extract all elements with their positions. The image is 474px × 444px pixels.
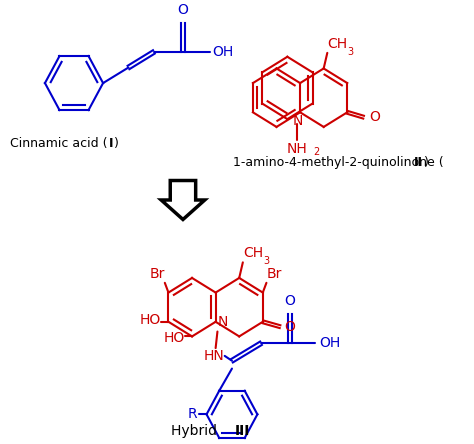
Text: O: O xyxy=(178,3,188,17)
Text: NH: NH xyxy=(287,142,308,155)
Text: Cinnamic acid (: Cinnamic acid ( xyxy=(10,137,108,150)
Text: 1-amino-4-methyl-2-quinolinone (: 1-amino-4-methyl-2-quinolinone ( xyxy=(233,156,444,169)
Text: 3: 3 xyxy=(347,47,354,57)
Text: O: O xyxy=(369,110,380,124)
Text: HO: HO xyxy=(140,313,161,327)
Text: ): ) xyxy=(114,137,119,150)
Text: OH: OH xyxy=(212,45,233,59)
Text: O: O xyxy=(284,320,295,333)
Text: Br: Br xyxy=(149,267,165,281)
Text: ): ) xyxy=(424,156,429,169)
Text: I: I xyxy=(109,137,113,150)
Text: Hybrid: Hybrid xyxy=(172,424,222,438)
Text: R: R xyxy=(188,407,198,421)
Text: CH: CH xyxy=(328,37,347,51)
Text: 2: 2 xyxy=(313,147,319,157)
Text: N: N xyxy=(218,315,228,329)
Text: N: N xyxy=(292,114,302,128)
Text: Br: Br xyxy=(266,267,282,281)
Text: HN: HN xyxy=(203,349,224,363)
Polygon shape xyxy=(161,181,205,219)
Text: III: III xyxy=(235,424,250,438)
Text: O: O xyxy=(284,294,295,308)
Text: HO: HO xyxy=(164,331,185,345)
Text: CH: CH xyxy=(243,246,263,261)
Text: OH: OH xyxy=(319,336,340,350)
Text: II: II xyxy=(413,156,422,169)
Text: 3: 3 xyxy=(263,256,269,266)
